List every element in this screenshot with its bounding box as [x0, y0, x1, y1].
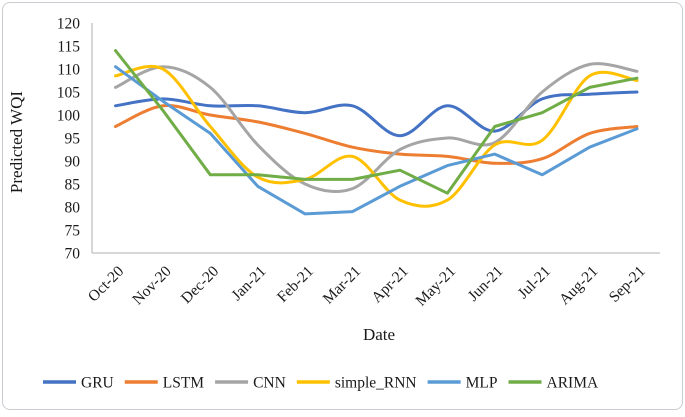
y-tick-label: 80	[65, 200, 81, 217]
x-tick-label: Feb-21	[274, 263, 317, 306]
y-tick-label: 85	[65, 177, 81, 194]
x-tick-label: Oct-20	[85, 263, 128, 306]
legend-label-mlp: MLP	[466, 375, 498, 392]
x-tick-label: Dec-20	[178, 263, 222, 307]
x-tick-label: Jan-21	[228, 263, 269, 304]
y-tick-label: 90	[65, 154, 81, 171]
y-tick-label: 75	[65, 223, 81, 240]
x-tick-label: Sep-21	[606, 263, 649, 306]
legend-label-cnn: CNN	[253, 375, 286, 392]
legend-label-lstm: LSTM	[163, 375, 205, 392]
series-line-cnn	[114, 62, 639, 194]
x-tick-label: Aug-21	[556, 263, 602, 309]
y-tick-label: 115	[57, 39, 80, 56]
legend-label-arima: ARIMA	[547, 375, 599, 392]
x-tick-label: May-21	[412, 263, 459, 310]
y-tick-label: 105	[57, 85, 81, 102]
legend-item-arima: ARIMA	[508, 375, 599, 392]
x-tick-label: Jul-21	[515, 263, 554, 302]
series-line-arima	[114, 49, 639, 195]
series-line-simple_rnn	[114, 64, 639, 208]
legend-label-simple_rnn: simple_RNN	[335, 375, 417, 392]
series-line-mlp	[114, 65, 639, 216]
y-tick-label: 100	[57, 108, 81, 125]
series-line-lstm	[114, 104, 639, 165]
x-tick-label: Jun-21	[465, 263, 507, 305]
series-line-gru	[114, 90, 639, 138]
legend-item-mlp: MLP	[427, 375, 498, 392]
x-tick-label: Mar-21	[320, 263, 365, 308]
legend-item-cnn: CNN	[215, 375, 286, 392]
chart-legend: GRU LSTM CNN simple_RNN MLP ARIMA	[43, 375, 599, 392]
plot-area: 70 75 80 85 90 95 100 105 110 115 120 Oct-20 Nov-20 D…	[57, 16, 660, 310]
y-tick-label: 120	[57, 16, 81, 33]
x-axis-title: Date	[363, 325, 395, 344]
x-tick-label: Apr-21	[368, 263, 411, 306]
legend-item-lstm: LSTM	[124, 375, 205, 392]
y-axis-title: Predicted WQI	[7, 91, 26, 193]
y-tick-label: 110	[57, 62, 80, 79]
y-tick-label: 95	[65, 131, 81, 148]
legend-item-simple_rnn: simple_RNN	[296, 375, 417, 392]
y-tick-label: 70	[65, 246, 81, 263]
x-tick-label: Nov-20	[129, 263, 175, 309]
legend-label-gru: GRU	[81, 375, 114, 392]
legend-item-gru: GRU	[43, 375, 114, 392]
